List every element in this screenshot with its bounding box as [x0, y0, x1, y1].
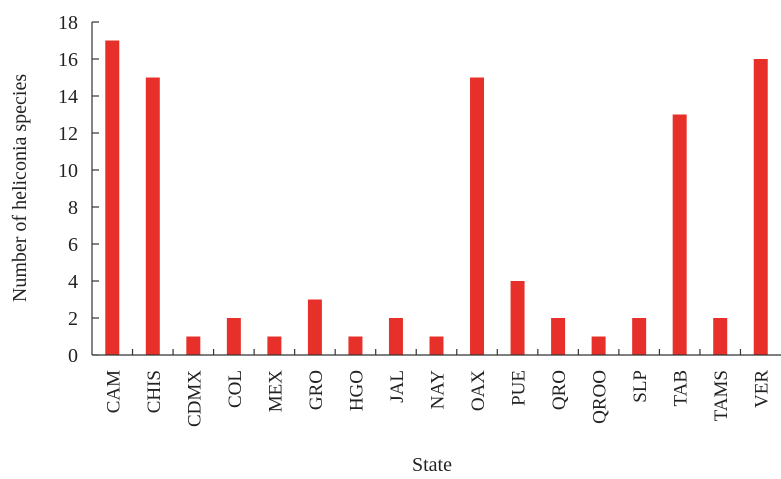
x-tick-label: NAY [428, 370, 449, 410]
x-tick-label: MEX [265, 370, 286, 413]
bar-col [226, 318, 241, 355]
bar-cdmx [186, 336, 201, 355]
y-tick-label: 18 [58, 12, 78, 34]
y-tick-label: 8 [68, 197, 78, 219]
bar-slp [632, 318, 647, 355]
x-tick-label: CDMX [184, 370, 205, 427]
x-tick-label: COL [225, 370, 246, 408]
y-tick-label: 16 [58, 49, 78, 71]
x-tick-label: PUE [509, 370, 530, 406]
bar-oax [470, 77, 485, 355]
y-axis: 0 2 4 6 8 10 12 14 16 18 [58, 12, 99, 367]
x-tick-label: VER [752, 370, 773, 408]
bar-qro [551, 318, 566, 355]
bar-pue [510, 281, 525, 355]
bar-nay [429, 336, 444, 355]
x-tick-label: SLP [630, 370, 651, 403]
y-tick-label: 2 [68, 308, 78, 330]
bars [105, 40, 768, 355]
y-tick-label: 10 [58, 160, 78, 182]
y-tick-label: 4 [68, 271, 78, 293]
bar-mex [267, 336, 282, 355]
y-tick-label: 6 [68, 234, 78, 256]
y-tick-label: 14 [58, 86, 78, 108]
x-tick-label: OAX [468, 370, 489, 411]
y-tick-label: 12 [58, 123, 78, 145]
x-tick-label: CHIS [144, 370, 165, 413]
x-tick-label: GRO [306, 370, 327, 410]
x-tick-label: CAM [103, 370, 124, 413]
x-tick-label: QROO [590, 370, 611, 424]
x-tick-label: JAL [387, 370, 408, 403]
y-tick-label: 0 [68, 345, 78, 367]
bar-jal [388, 318, 403, 355]
x-tick-label: TAB [671, 370, 692, 406]
x-tick-label: QRO [549, 370, 570, 410]
bar-tab [672, 114, 687, 355]
bar-chis [145, 77, 160, 355]
x-tick-label: TAMS [711, 370, 732, 421]
x-tick-label: HGO [346, 370, 367, 411]
bar-tams [713, 318, 728, 355]
x-axis: CAM CHIS CDMX COL MEX GRO HGO JAL NAY OAX PUE QRO QR… [92, 349, 781, 427]
bar-qroo [591, 336, 606, 355]
bar-ver [753, 59, 768, 355]
bar-cam [105, 40, 120, 355]
bar-gro [307, 299, 322, 355]
y-axis-label: Number of heliconia species [9, 74, 31, 302]
x-axis-label: State [412, 454, 452, 476]
bar-hgo [348, 336, 363, 355]
